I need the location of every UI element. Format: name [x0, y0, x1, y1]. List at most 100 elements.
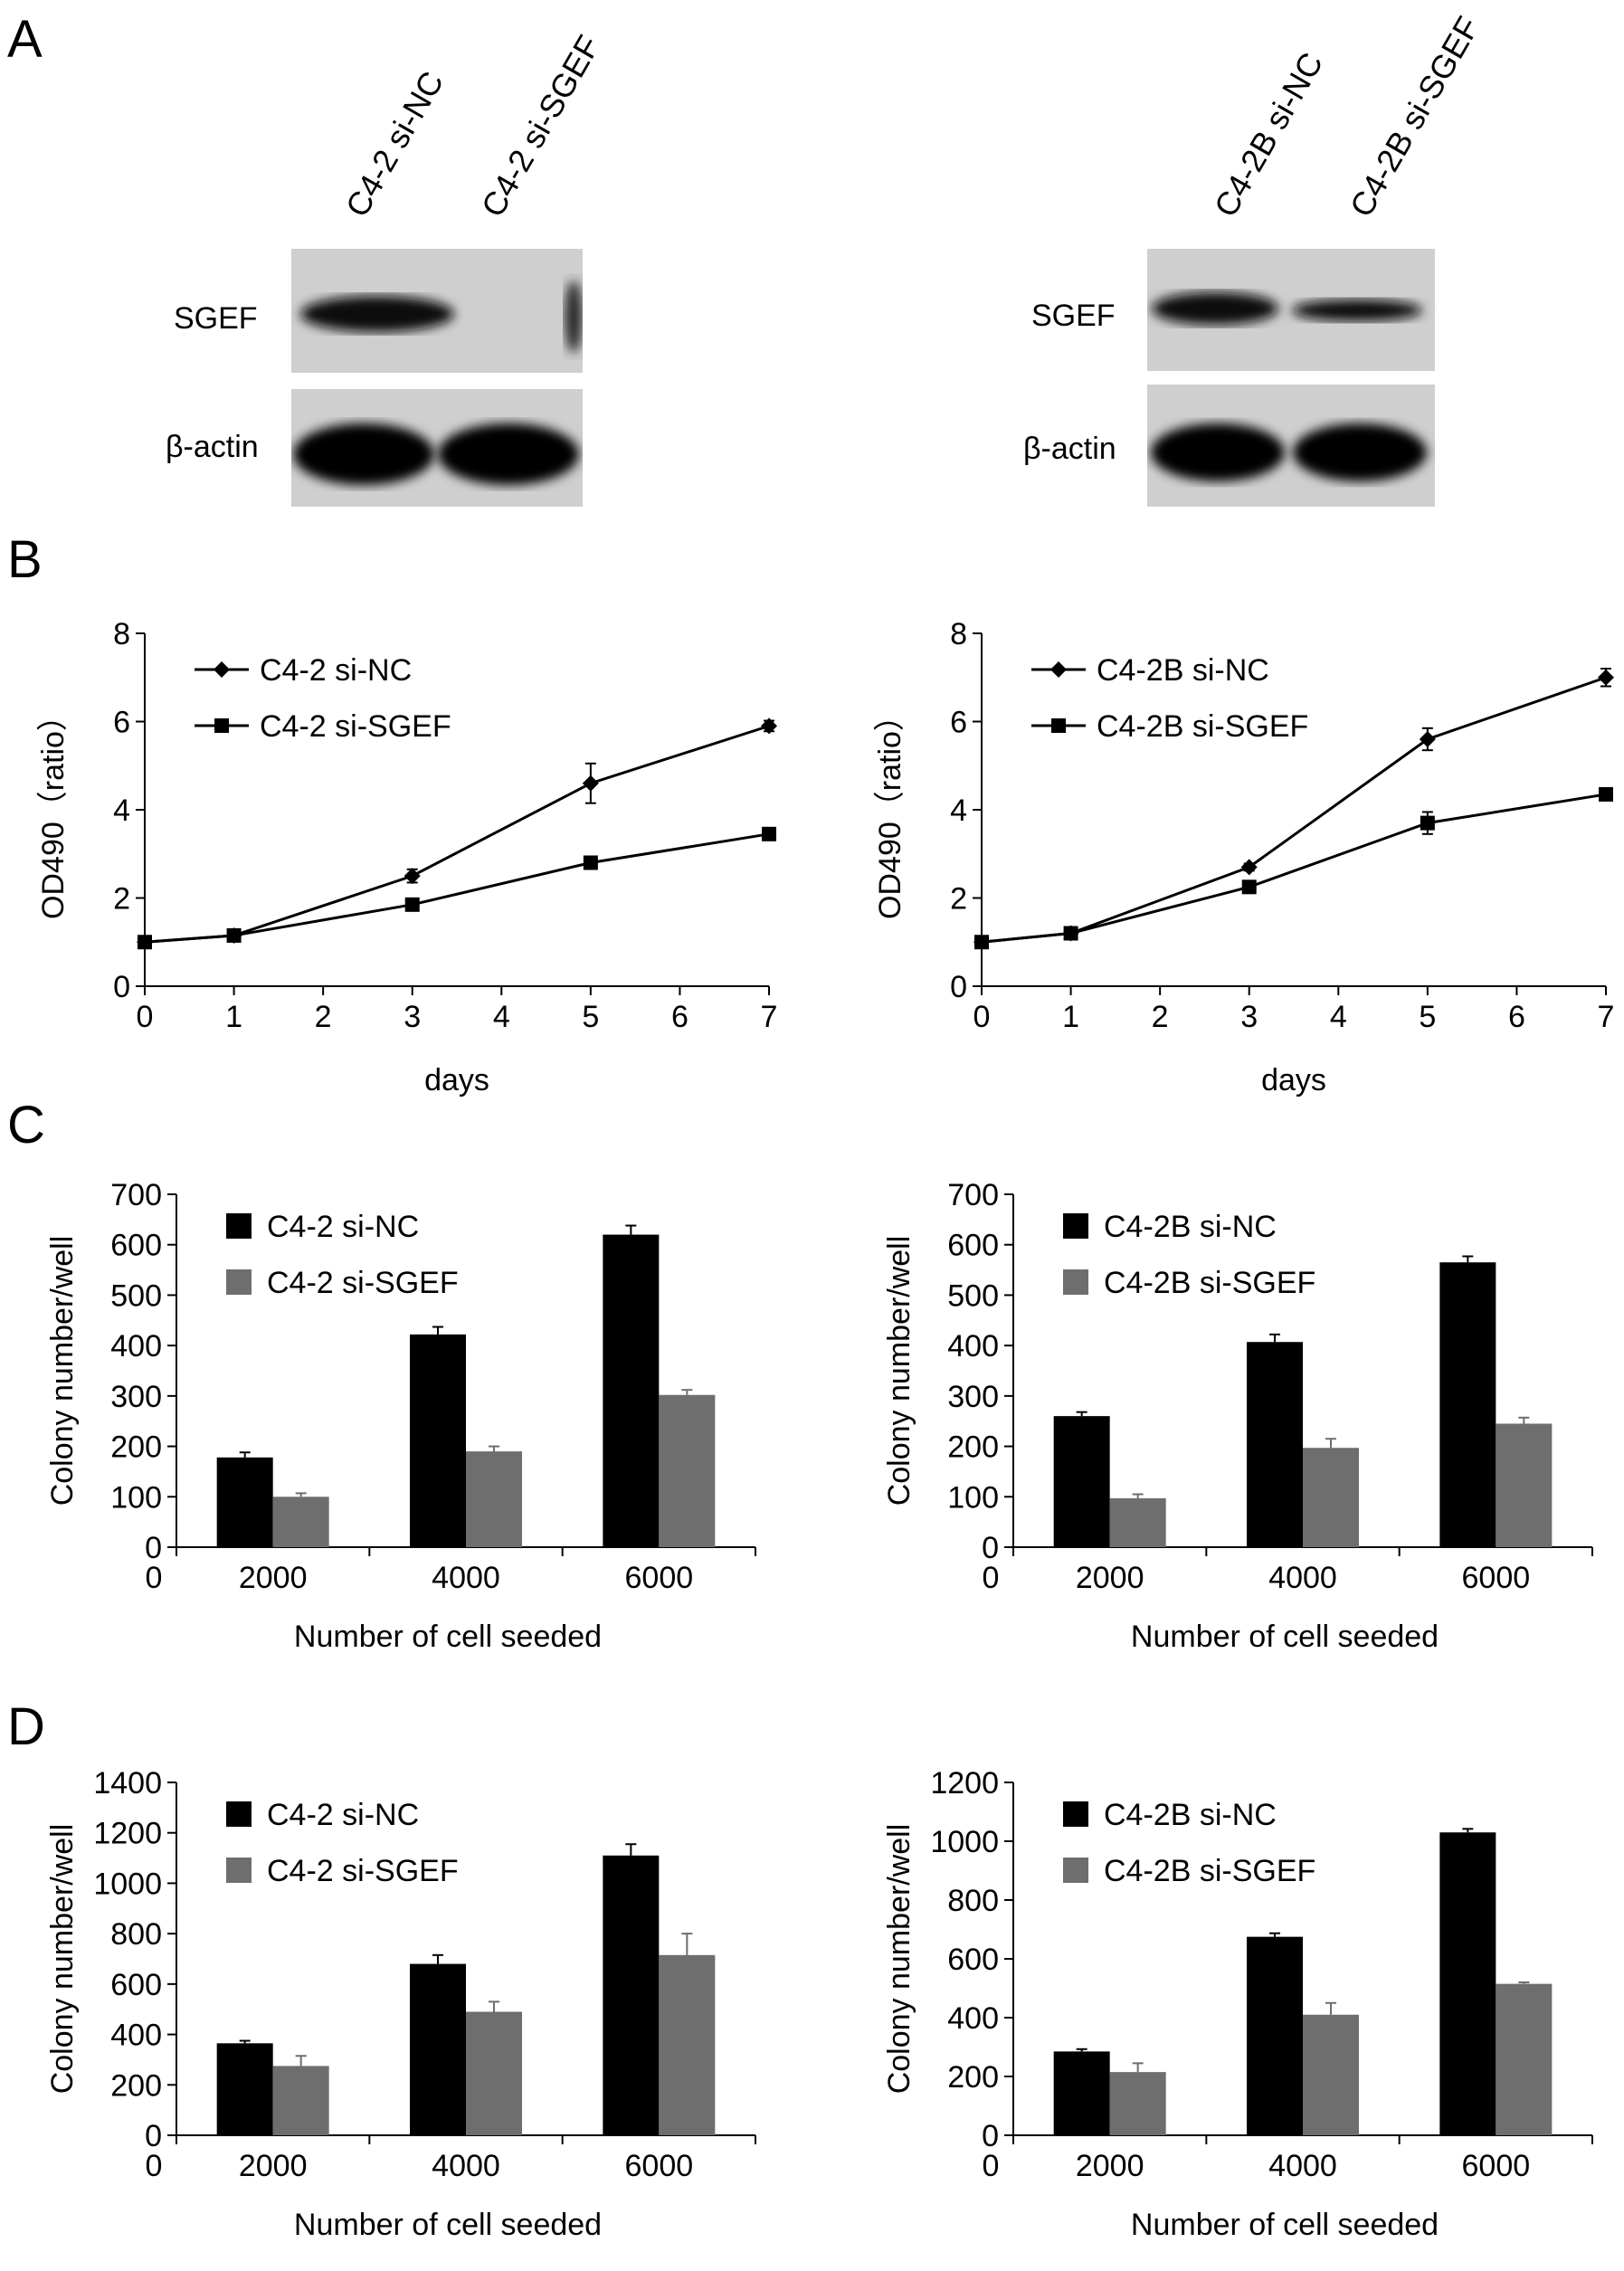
x-axis-label: Number of cell seeded: [1131, 1620, 1439, 1654]
bar: [659, 1394, 716, 1547]
legend-label: C4-2 si-NC: [267, 1210, 419, 1244]
legend-label: C4-2B si-NC: [1104, 1798, 1277, 1832]
legend-label: C4-2 si-SGEF: [267, 1854, 459, 1888]
legend-swatch: [226, 1269, 252, 1295]
legend-label: C4-2 si-NC: [260, 653, 412, 688]
bar: [603, 1234, 660, 1547]
x-tick-label: 3: [404, 1000, 421, 1034]
bar: [466, 2011, 522, 2135]
panel-letter-d: D: [7, 1697, 45, 1756]
blot-image-sgef: [291, 249, 583, 373]
legend-marker: [1050, 661, 1067, 678]
y-axis-label: Colony number/well: [882, 1236, 916, 1506]
bar: [1109, 2072, 1166, 2135]
y-tick-label: 2: [950, 882, 967, 917]
data-point: [583, 855, 598, 870]
x-tick-label: 2000: [1076, 1561, 1144, 1595]
x-tick-label: 2000: [239, 1561, 308, 1595]
blot-image-sgef: [1147, 249, 1435, 371]
y-tick-label: 8: [950, 617, 967, 651]
x-origin-label: 0: [983, 2149, 1000, 2183]
x-tick-label: 4000: [432, 2149, 500, 2183]
y-tick-label: 600: [947, 1943, 999, 1977]
bar: [410, 1963, 466, 2135]
data-point: [138, 935, 152, 950]
x-tick-label: 4: [1330, 1000, 1347, 1034]
y-tick-label: 0: [982, 2119, 999, 2153]
y-tick-label: 1200: [930, 1766, 999, 1801]
bar: [272, 1497, 329, 1547]
legend-swatch: [1063, 1213, 1088, 1239]
y-axis-label: Colony number/well: [882, 1824, 916, 2095]
x-axis-label: Number of cell seeded: [1131, 2208, 1439, 2242]
lane-label: C4-2B si-SGEF: [1342, 10, 1487, 223]
y-tick-label: 400: [110, 1329, 162, 1364]
bar: [1247, 1342, 1303, 1547]
y-tick-label: 6: [950, 706, 967, 740]
line-chart-b-left: 0 2 4 6 8 OD490（ratio） 0 1 2 3 4 5 6 7 days C4-2 si-NC C…: [0, 615, 814, 1122]
legend-label: C4-2B si-SGEF: [1104, 1266, 1315, 1300]
y-tick-label: 300: [947, 1380, 999, 1414]
y-tick-label: 8: [113, 617, 130, 651]
panel-letter-b: B: [7, 530, 43, 589]
lane-label: C4-2B si-NC: [1206, 46, 1331, 223]
bar: [216, 1457, 273, 1547]
x-tick-label: 6000: [1462, 2149, 1531, 2183]
x-tick-label: 2000: [239, 2149, 308, 2183]
y-axis-label: OD490（ratio）: [873, 700, 907, 919]
legend-label: C4-2 si-SGEF: [260, 709, 451, 744]
band-label: SGEF: [174, 301, 258, 336]
y-tick-label: 800: [110, 1917, 162, 1952]
x-tick-label: 0: [973, 1000, 991, 1034]
y-tick-label: 2: [113, 882, 130, 917]
y-tick-label: 300: [110, 1380, 162, 1414]
x-tick-label: 1: [225, 1000, 242, 1034]
bar: [216, 2043, 273, 2135]
x-tick-label: 7: [1598, 1000, 1615, 1034]
x-tick-label: 4: [493, 1000, 510, 1034]
x-tick-label: 2: [315, 1000, 332, 1034]
y-tick-label: 700: [110, 1178, 162, 1212]
series-line: [144, 724, 770, 944]
data-point: [1240, 859, 1258, 876]
y-tick-label: 700: [947, 1178, 999, 1212]
y-tick-label: 100: [110, 1480, 162, 1515]
x-tick-label: 6000: [625, 2149, 694, 2183]
y-tick-label: 800: [947, 1884, 999, 1918]
data-point: [1419, 731, 1436, 747]
bar: [272, 2066, 329, 2135]
line-chart-b-right: 0 2 4 6 8 OD490（ratio） 0 1 2 3 4 5 6 7 days C4-2B si-NC…: [837, 615, 1624, 1122]
series-line: [981, 793, 1607, 944]
y-tick-label: 6: [113, 706, 130, 740]
y-tick-label: 0: [113, 970, 130, 1004]
chart-svg: 0 200 400 600 800 1000 1200 Colony number/well 0…: [882, 1766, 1593, 2242]
legend-label: C4-2B si-NC: [1097, 653, 1269, 688]
x-tick-label: 2: [1152, 1000, 1169, 1034]
x-tick-label: 6: [671, 1000, 689, 1034]
x-tick-label: 3: [1240, 1000, 1258, 1034]
x-tick-label: 4000: [1268, 2149, 1337, 2183]
bar: [1053, 2051, 1110, 2135]
bar: [1439, 1832, 1496, 2135]
bar: [466, 1451, 522, 1547]
legend-swatch: [1063, 1269, 1088, 1295]
x-axis-label: Number of cell seeded: [294, 2208, 602, 2242]
legend-swatch: [226, 1801, 252, 1827]
x-tick-label: 6: [1508, 1000, 1525, 1034]
x-axis-label: days: [1261, 1063, 1326, 1097]
legend-swatch: [1063, 1801, 1088, 1827]
legend-swatch: [1063, 1858, 1088, 1883]
y-tick-label: 100: [947, 1480, 999, 1515]
band-label: β-actin: [166, 430, 259, 464]
band-label: SGEF: [1031, 299, 1116, 333]
bar: [659, 1954, 716, 2135]
y-tick-label: 0: [982, 1531, 999, 1565]
y-tick-label: 400: [110, 2019, 162, 2053]
data-point: [1241, 879, 1257, 895]
x-axis-label: days: [424, 1063, 489, 1097]
y-tick-label: 200: [110, 2068, 162, 2103]
y-tick-label: 0: [145, 1531, 162, 1565]
bar: [1303, 2014, 1359, 2135]
bar: [1303, 1448, 1359, 1547]
legend-label: C4-2B si-NC: [1104, 1210, 1277, 1244]
